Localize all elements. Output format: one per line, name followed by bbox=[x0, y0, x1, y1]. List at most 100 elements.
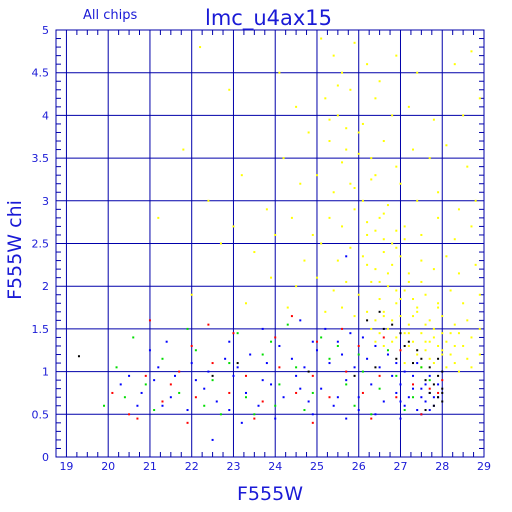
data-point bbox=[403, 225, 406, 228]
data-point bbox=[324, 310, 327, 313]
data-point bbox=[211, 362, 214, 365]
grid bbox=[56, 29, 485, 458]
data-point bbox=[378, 310, 381, 313]
data-point bbox=[278, 344, 281, 347]
data-point bbox=[119, 383, 122, 386]
data-point bbox=[320, 387, 323, 390]
data-point bbox=[345, 148, 348, 151]
data-point bbox=[274, 233, 277, 236]
data-point bbox=[336, 84, 339, 87]
data-point bbox=[395, 374, 398, 377]
data-point bbox=[470, 366, 473, 369]
data-point bbox=[399, 400, 402, 403]
data-point bbox=[290, 357, 293, 360]
data-point bbox=[453, 344, 456, 347]
data-point bbox=[274, 404, 277, 407]
data-point bbox=[428, 387, 431, 390]
data-point bbox=[457, 208, 460, 211]
data-point bbox=[466, 319, 469, 322]
data-point bbox=[361, 336, 364, 339]
data-point bbox=[386, 272, 389, 275]
data-point bbox=[424, 400, 427, 403]
data-point bbox=[428, 157, 431, 160]
data-point bbox=[136, 417, 139, 420]
data-point bbox=[407, 105, 410, 108]
data-point bbox=[336, 259, 339, 262]
data-point bbox=[391, 263, 394, 266]
data-point bbox=[115, 366, 118, 369]
data-point bbox=[428, 379, 431, 382]
data-point bbox=[474, 263, 477, 266]
data-point bbox=[315, 174, 318, 177]
data-point bbox=[382, 140, 385, 143]
data-point bbox=[307, 131, 310, 134]
data-point bbox=[336, 340, 339, 343]
x-tick-label: 22 bbox=[185, 460, 199, 473]
data-point bbox=[432, 404, 435, 407]
data-point bbox=[395, 396, 398, 399]
data-point bbox=[157, 366, 160, 369]
data-point bbox=[462, 302, 465, 305]
data-point bbox=[437, 344, 440, 347]
data-point bbox=[253, 251, 256, 254]
data-point bbox=[428, 340, 431, 343]
data-point bbox=[161, 404, 164, 407]
data-point bbox=[290, 216, 293, 219]
data-point bbox=[412, 387, 415, 390]
data-point bbox=[407, 344, 410, 347]
data-point bbox=[315, 349, 318, 352]
data-point bbox=[395, 357, 398, 360]
data-point bbox=[424, 409, 427, 412]
data-point bbox=[261, 327, 264, 330]
y-tick-label: 3.5 bbox=[32, 152, 50, 165]
data-point bbox=[462, 114, 465, 117]
data-point bbox=[295, 285, 298, 288]
data-point bbox=[366, 357, 369, 360]
data-point bbox=[341, 161, 344, 164]
data-point bbox=[424, 379, 427, 382]
data-point bbox=[382, 344, 385, 347]
data-point bbox=[228, 409, 231, 412]
y-tick-label: 5 bbox=[42, 24, 49, 37]
data-point bbox=[103, 404, 106, 407]
y-tick-label: 0.5 bbox=[32, 408, 50, 421]
data-point bbox=[457, 370, 460, 373]
data-point bbox=[353, 41, 356, 44]
data-point bbox=[437, 302, 440, 305]
data-point bbox=[144, 383, 147, 386]
data-point bbox=[453, 362, 456, 365]
data-point bbox=[332, 289, 335, 292]
data-point bbox=[395, 246, 398, 249]
chart-title: lmc_u4ax15 bbox=[205, 6, 332, 31]
point-series bbox=[77, 310, 444, 412]
data-point bbox=[399, 255, 402, 258]
data-point bbox=[474, 199, 477, 202]
data-point bbox=[169, 383, 172, 386]
data-point bbox=[228, 391, 231, 394]
data-point bbox=[282, 157, 285, 160]
x-tick-label: 29 bbox=[477, 460, 491, 473]
data-point bbox=[441, 353, 444, 356]
data-point bbox=[395, 289, 398, 292]
data-point bbox=[361, 122, 364, 125]
data-point bbox=[341, 71, 344, 74]
data-point bbox=[412, 148, 415, 151]
data-point bbox=[432, 396, 435, 399]
data-point bbox=[345, 280, 348, 283]
data-point bbox=[357, 152, 360, 155]
y-tick-label: 4.5 bbox=[32, 67, 50, 80]
data-point bbox=[453, 323, 456, 326]
x-tick-label: 21 bbox=[143, 460, 157, 473]
data-point bbox=[228, 362, 231, 365]
data-point bbox=[265, 362, 268, 365]
data-point bbox=[370, 417, 373, 420]
data-point bbox=[345, 417, 348, 420]
y-tick-label: 0 bbox=[42, 451, 49, 464]
data-point bbox=[320, 37, 323, 40]
data-point bbox=[457, 332, 460, 335]
data-point bbox=[386, 285, 389, 288]
data-point bbox=[399, 383, 402, 386]
data-point bbox=[391, 319, 394, 322]
x-tick-label: 20 bbox=[101, 460, 115, 473]
x-tick-label: 25 bbox=[310, 460, 324, 473]
